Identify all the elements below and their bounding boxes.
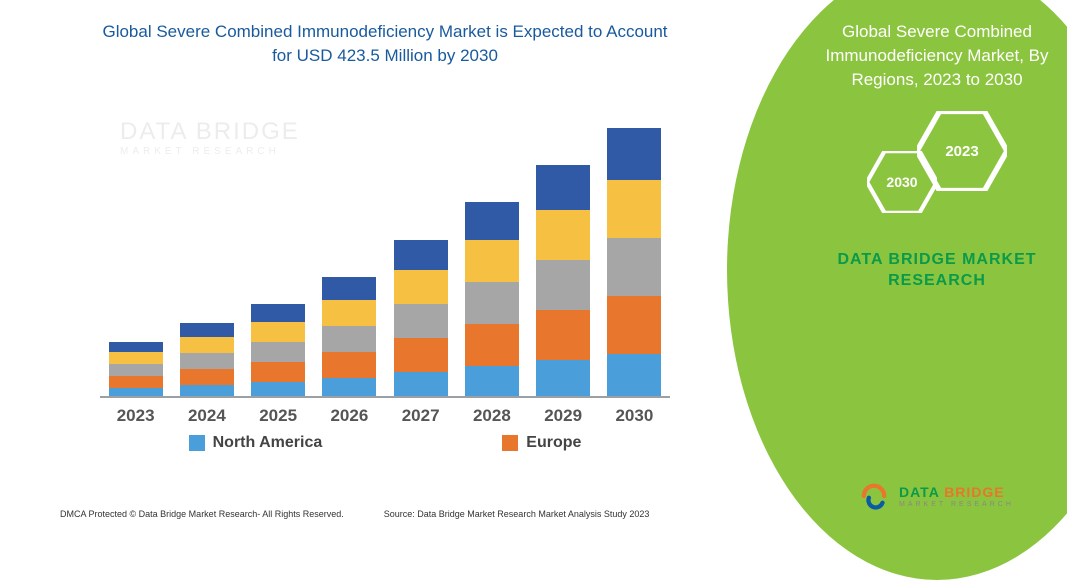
x-label: 2023 — [109, 406, 163, 426]
main-chart-area: Global Severe Combined Immunodeficiency … — [0, 0, 740, 533]
dmca-text: DMCA Protected © Data Bridge Market Rese… — [60, 509, 344, 519]
bar-2027 — [394, 240, 448, 396]
bar-segment — [251, 342, 305, 362]
bar-segment — [251, 304, 305, 322]
bar-segment — [607, 296, 661, 354]
bar-2028 — [465, 202, 519, 396]
legend: North America Europe — [60, 434, 710, 452]
bar-2023 — [109, 342, 163, 396]
x-label: 2025 — [251, 406, 305, 426]
x-label: 2026 — [322, 406, 376, 426]
chart-title: Global Severe Combined Immunodeficiency … — [60, 20, 710, 68]
logo-mark-icon — [857, 479, 891, 513]
bar-segment — [465, 366, 519, 396]
chart-zone: DATA BRIDGE MARKET RESEARCH — [100, 88, 670, 398]
bar-segment — [536, 165, 590, 210]
bar-segment — [322, 326, 376, 352]
bar-segment — [394, 270, 448, 304]
x-label: 2029 — [536, 406, 590, 426]
bar-segment — [322, 277, 376, 300]
x-label: 2024 — [180, 406, 234, 426]
bar-segment — [109, 342, 163, 352]
footer-notes: DMCA Protected © Data Bridge Market Rese… — [60, 509, 727, 519]
hex-big-label: 2023 — [945, 143, 978, 160]
bars-container — [100, 118, 670, 398]
right-panel: Global Severe Combined Immunodeficiency … — [707, 0, 1067, 533]
bar-segment — [607, 180, 661, 238]
legend-swatch — [189, 435, 205, 451]
bar-segment — [465, 282, 519, 324]
right-panel-content: Global Severe Combined Immunodeficiency … — [807, 20, 1067, 231]
bar-segment — [180, 385, 234, 396]
brand-text: DATA BRIDGE MARKET RESEARCH — [807, 250, 1067, 292]
x-label: 2027 — [394, 406, 448, 426]
bar-segment — [251, 382, 305, 396]
hex-2023: 2023 — [917, 111, 1007, 191]
bar-segment — [536, 310, 590, 360]
bar-segment — [322, 300, 376, 326]
legend-label: Europe — [526, 434, 581, 452]
bar-2029 — [536, 165, 590, 396]
bar-segment — [394, 304, 448, 338]
bar-2030 — [607, 128, 661, 396]
legend-swatch — [502, 435, 518, 451]
logo-line2: MARKET RESEARCH — [899, 501, 1014, 508]
hexagon-group: 2030 2023 — [807, 111, 1067, 231]
bar-segment — [536, 360, 590, 396]
bar-segment — [251, 322, 305, 342]
bar-segment — [251, 362, 305, 382]
bar-segment — [536, 210, 590, 260]
hex-small-label: 2030 — [886, 174, 917, 190]
bar-segment — [322, 352, 376, 378]
bar-segment — [607, 238, 661, 296]
bar-segment — [109, 388, 163, 396]
x-label: 2030 — [607, 406, 661, 426]
bar-segment — [109, 364, 163, 376]
bar-2026 — [322, 277, 376, 396]
bar-segment — [394, 338, 448, 372]
logo: DATA BRIDGE MARKET RESEARCH — [857, 479, 1037, 513]
bar-2024 — [180, 323, 234, 396]
bar-2025 — [251, 304, 305, 396]
bar-segment — [180, 323, 234, 337]
logo-line1: DATA BRIDGE — [899, 485, 1014, 499]
bar-segment — [180, 353, 234, 369]
bar-segment — [465, 202, 519, 240]
x-label: 2028 — [465, 406, 519, 426]
bar-segment — [465, 324, 519, 366]
bar-segment — [180, 337, 234, 353]
bar-segment — [607, 354, 661, 396]
bar-segment — [109, 352, 163, 364]
x-axis-labels: 2023 2024 2025 2026 2027 2028 2029 2030 — [100, 406, 670, 426]
legend-label: North America — [213, 434, 323, 452]
bar-segment — [536, 260, 590, 310]
bar-segment — [180, 369, 234, 385]
bar-segment — [322, 378, 376, 396]
logo-text: DATA BRIDGE MARKET RESEARCH — [899, 485, 1014, 508]
bar-segment — [607, 128, 661, 180]
bar-segment — [109, 376, 163, 388]
right-panel-title: Global Severe Combined Immunodeficiency … — [807, 20, 1067, 91]
bar-segment — [465, 240, 519, 282]
legend-item: North America — [189, 434, 323, 452]
source-text: Source: Data Bridge Market Research Mark… — [384, 509, 650, 519]
bar-segment — [394, 240, 448, 270]
bar-segment — [394, 372, 448, 396]
legend-item: Europe — [502, 434, 581, 452]
